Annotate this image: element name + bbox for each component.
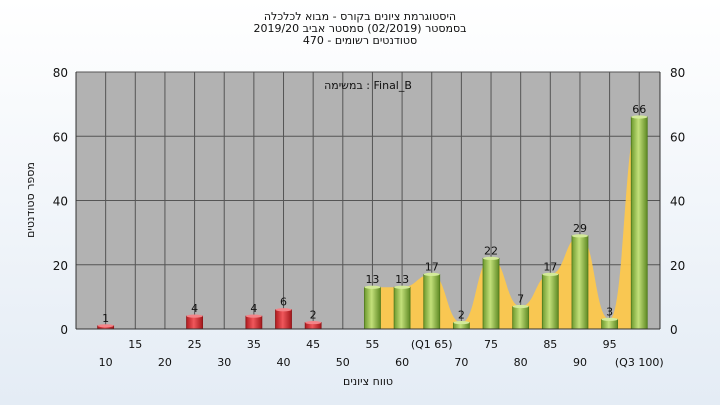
x-tick-label: 45 xyxy=(306,338,320,351)
x-axis-label: טווח ציונים xyxy=(343,375,393,388)
bar-value-label: 17 xyxy=(543,260,557,273)
bar-top-highlight xyxy=(571,234,588,238)
bar-top-highlight xyxy=(423,272,440,276)
y-tick-label-left: 40 xyxy=(53,195,68,209)
bar-value-label: 2 xyxy=(310,309,317,322)
chart-annotation: Final_B : במשימה xyxy=(324,79,412,92)
bar-top-highlight xyxy=(245,314,262,318)
x-tick-label: 35 xyxy=(247,338,261,351)
bar-value-label: 4 xyxy=(191,302,198,315)
y-axis-label: מספר סטודנטים xyxy=(24,162,37,238)
bar-top-highlight xyxy=(631,115,648,119)
x-tick-label: 10 xyxy=(99,356,113,369)
bar-top-highlight xyxy=(542,272,559,276)
chart-title-line-1: היסטוגרמת ציונים בקורס - מבוא לכלכלה xyxy=(263,10,457,23)
y-tick-label-right: 60 xyxy=(670,130,685,144)
histogram-bar xyxy=(482,257,500,330)
histogram-bar xyxy=(541,273,559,330)
chart-title-line-3: סטודנטים רשומים - 470 xyxy=(302,34,418,47)
bar-value-label: 13 xyxy=(395,273,409,286)
histogram-bar xyxy=(512,306,530,330)
bar-top-highlight xyxy=(275,308,292,312)
bar-value-label: 66 xyxy=(632,103,646,116)
x-tick-label: (Q1 65) xyxy=(411,338,453,351)
x-tick-label: 25 xyxy=(188,338,202,351)
x-tick-label: 95 xyxy=(603,338,617,351)
bar-top-highlight xyxy=(364,285,381,289)
bar-value-label: 13 xyxy=(365,273,379,286)
x-tick-label: (Q3 100) xyxy=(615,356,664,369)
x-tick-label: 30 xyxy=(217,356,231,369)
bar-top-highlight xyxy=(453,320,470,325)
bar-top-highlight xyxy=(394,285,411,289)
chart-title-line-2: בסמסטר (02/2019) סמסטר אביב 2019/20 xyxy=(253,22,467,35)
y-tick-label-left: 0 xyxy=(60,323,68,337)
histogram-bar xyxy=(186,315,203,330)
bar-top-highlight xyxy=(601,317,618,321)
bar-value-label: 7 xyxy=(517,293,524,306)
histogram-bar xyxy=(630,116,648,330)
bar-value-label: 29 xyxy=(573,222,587,235)
histogram-bar xyxy=(245,315,263,330)
y-tick-label-left: 80 xyxy=(53,66,68,80)
x-tick-label: 90 xyxy=(573,356,587,369)
histogram-bar xyxy=(275,309,292,330)
bar-top-highlight xyxy=(512,304,529,309)
bar-top-highlight xyxy=(186,314,203,318)
x-tick-label: 85 xyxy=(543,338,557,351)
histogram-bar xyxy=(571,235,589,330)
y-tick-label-left: 60 xyxy=(53,130,68,144)
y-tick-label-right: 40 xyxy=(670,195,685,209)
bar-top-highlight xyxy=(305,320,322,325)
x-tick-label: 15 xyxy=(128,338,142,351)
x-tick-label: 80 xyxy=(514,356,528,369)
y-tick-label-right: 80 xyxy=(670,66,685,80)
bar-value-label: 17 xyxy=(425,260,439,273)
bar-value-label: 3 xyxy=(606,305,613,318)
histogram-bar xyxy=(364,286,381,330)
x-tick-label: 75 xyxy=(484,338,498,351)
histogram-bar xyxy=(393,286,411,330)
bar-value-label: 22 xyxy=(484,244,498,257)
bar-top-highlight xyxy=(97,324,114,328)
bar-top-highlight xyxy=(483,256,500,260)
bar-value-label: 2 xyxy=(458,309,465,322)
x-tick-label: 60 xyxy=(395,356,409,369)
x-tick-label: 70 xyxy=(454,356,468,369)
histogram-bar xyxy=(423,273,441,330)
y-tick-label-right: 20 xyxy=(670,259,685,273)
bar-value-label: 6 xyxy=(280,296,287,309)
y-tick-label-left: 20 xyxy=(53,259,68,273)
x-tick-label: 40 xyxy=(277,356,291,369)
x-tick-label: 55 xyxy=(365,338,379,351)
y-tick-label-right: 0 xyxy=(670,323,678,337)
bar-value-label: 4 xyxy=(250,302,257,315)
bar-value-label: 1 xyxy=(102,312,109,325)
x-tick-label: 20 xyxy=(158,356,172,369)
x-tick-label: 50 xyxy=(336,356,350,369)
